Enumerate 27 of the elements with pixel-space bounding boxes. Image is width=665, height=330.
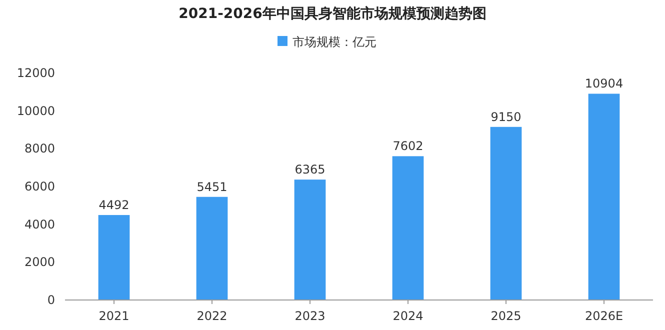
bar (196, 196, 228, 300)
bar (294, 180, 326, 300)
data-label: 7602 (392, 139, 424, 154)
x-tick-label: 2026E (584, 309, 624, 323)
data-label: 5451 (196, 180, 228, 194)
y-tick-label: 8000 (24, 142, 55, 156)
y-tick-label: 2000 (24, 255, 55, 270)
bar (98, 215, 130, 300)
y-tick-label: 12000 (16, 66, 55, 80)
x-tick-label: 2021 (98, 309, 130, 323)
data-label: 10904 (584, 76, 624, 91)
data-label: 4492 (98, 198, 130, 212)
x-tick-label: 2024 (392, 309, 424, 323)
legend-label: 市场规模：亿元 (292, 35, 376, 49)
y-tick-label: 10000 (16, 104, 55, 118)
bar (392, 156, 424, 300)
data-label: 6365 (294, 162, 326, 177)
x-tick-label: 2023 (294, 309, 326, 323)
bar (490, 126, 522, 300)
data-label: 9150 (490, 110, 522, 124)
chart-title: 2021-2026年中国具身智能市场规模预测趋势图 (178, 5, 486, 22)
x-tick-label: 2025 (490, 309, 522, 323)
bar (588, 94, 620, 300)
y-tick-label: 0 (47, 293, 55, 307)
x-tick-label: 2022 (196, 309, 228, 323)
y-tick-label: 6000 (24, 180, 55, 194)
y-tick-label: 4000 (24, 217, 55, 232)
